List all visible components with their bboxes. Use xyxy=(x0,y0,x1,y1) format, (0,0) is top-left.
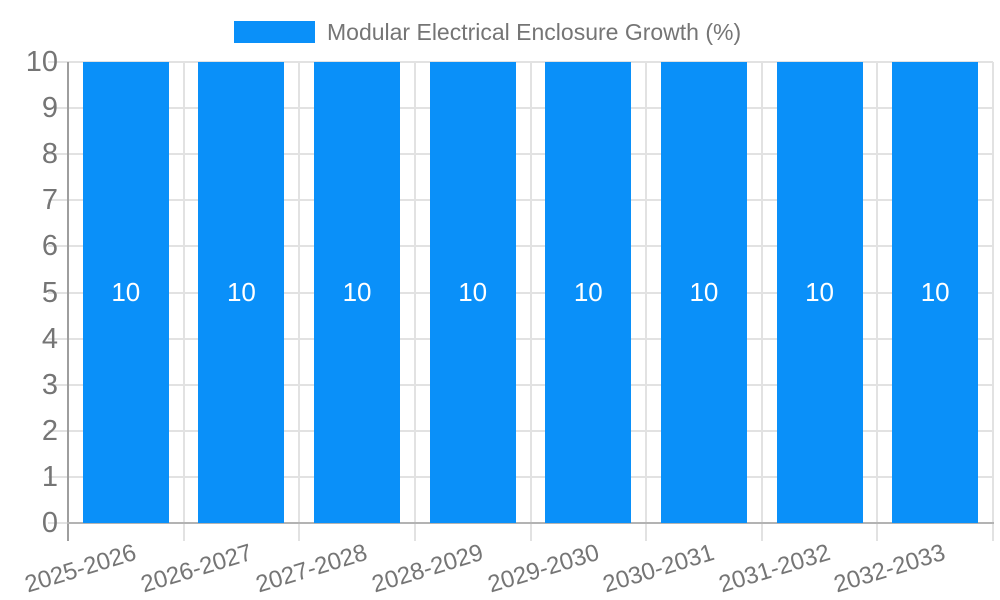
x-axis-label: 2027-2028 xyxy=(253,539,371,599)
gridline-vertical xyxy=(992,62,994,541)
bar-value-label: 10 xyxy=(226,277,256,307)
gridline-horizontal xyxy=(48,383,993,386)
x-axis-line xyxy=(67,522,994,524)
y-axis-line xyxy=(67,62,69,541)
bar[interactable]: 10 xyxy=(314,62,401,523)
y-axis-label: 8 xyxy=(41,138,58,171)
y-axis-label: 6 xyxy=(41,230,58,263)
bar[interactable]: 10 xyxy=(892,62,979,523)
bar[interactable]: 10 xyxy=(198,62,285,523)
y-axis-label: 0 xyxy=(41,507,58,539)
gridline-vertical xyxy=(413,62,416,541)
bar[interactable]: 10 xyxy=(545,62,632,523)
gridline-vertical xyxy=(760,62,763,541)
legend-swatch xyxy=(234,21,315,43)
bar-value-label: 10 xyxy=(458,277,488,307)
y-axis-label: 5 xyxy=(41,276,58,309)
bar[interactable]: 10 xyxy=(429,62,516,523)
bar[interactable]: 10 xyxy=(82,62,169,523)
bar[interactable]: 10 xyxy=(776,62,863,523)
bar-value-label: 10 xyxy=(342,277,372,307)
y-axis-label: 9 xyxy=(41,92,58,125)
gridline-vertical xyxy=(298,62,301,541)
gridline-horizontal xyxy=(48,475,993,478)
y-axis-label: 2 xyxy=(41,414,58,447)
bar-value-label: 10 xyxy=(111,277,141,307)
gridline-horizontal xyxy=(48,429,993,432)
x-axis-label: 2032-2033 xyxy=(831,539,949,599)
gridline-horizontal xyxy=(48,245,993,248)
gridline-vertical xyxy=(529,62,532,541)
gridline-horizontal xyxy=(48,61,993,63)
gridline-vertical xyxy=(182,62,185,541)
bar-value-label: 10 xyxy=(573,277,603,307)
gridline-horizontal xyxy=(48,107,993,110)
bar-value-label: 10 xyxy=(689,277,719,307)
y-axis-label: 3 xyxy=(41,368,58,401)
x-axis-label: 2030-2031 xyxy=(599,539,718,599)
y-axis-label: 10 xyxy=(25,46,58,78)
bar[interactable]: 10 xyxy=(660,62,747,523)
x-axis-label: 2026-2027 xyxy=(137,539,256,599)
gridline-horizontal xyxy=(48,153,993,156)
legend-label: Modular Electrical Enclosure Growth (%) xyxy=(327,19,742,45)
bar-value-label: 10 xyxy=(805,277,835,307)
gridline-vertical xyxy=(876,62,879,541)
gridline-horizontal xyxy=(48,291,993,294)
x-axis-label: 2031-2032 xyxy=(715,539,834,599)
chart-legend: Modular Electrical Enclosure Growth (%) xyxy=(0,0,1000,56)
x-axis-label: 2025-2026 xyxy=(21,539,140,599)
y-axis-label: 7 xyxy=(41,184,58,217)
x-axis-label: 2028-2029 xyxy=(368,539,487,599)
x-axis-label: 2029-2030 xyxy=(484,539,602,599)
gridline-horizontal xyxy=(48,337,993,340)
gridline-vertical xyxy=(645,62,648,541)
y-axis-label: 1 xyxy=(41,460,58,493)
y-axis-tick xyxy=(48,522,68,524)
gridline-horizontal xyxy=(48,199,993,202)
y-axis-label: 4 xyxy=(41,322,58,355)
bar-value-label: 10 xyxy=(920,277,950,307)
